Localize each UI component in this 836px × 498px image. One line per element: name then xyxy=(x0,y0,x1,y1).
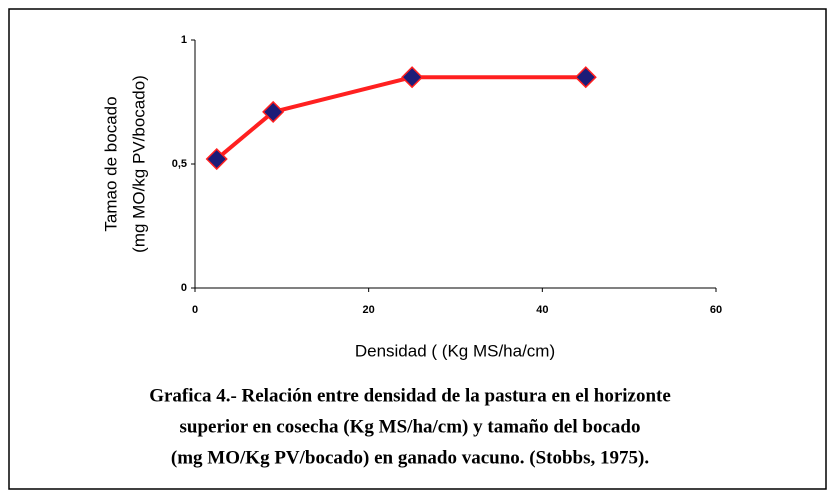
x-tick-label: 60 xyxy=(710,304,722,316)
y-tick-label: 1 xyxy=(181,34,187,46)
y-axis-label: Tamao de bocado xyxy=(101,96,120,231)
x-tick-label: 40 xyxy=(536,304,548,316)
y-tick-label: 0 xyxy=(181,282,187,294)
series-line xyxy=(215,75,586,161)
point-marker xyxy=(401,66,424,89)
frame xyxy=(8,8,827,490)
y-axis-label: (mg MO/kg PV/bocado) xyxy=(129,75,148,253)
x-tick-label: 0 xyxy=(192,304,198,316)
caption: Grafica 4.- Relación entre densidad de l… xyxy=(149,385,671,406)
caption: (mg MO/Kg PV/bocado) en ganado vacuno. (… xyxy=(171,447,649,468)
caption: superior en cosecha (Kg MS/ha/cm) y tama… xyxy=(180,416,641,437)
y-tick-label: 0,5 xyxy=(172,158,187,170)
point-marker xyxy=(205,147,228,171)
point-marker xyxy=(262,100,285,123)
x-axis-label: Densidad ( (Kg MS/ha/cm) xyxy=(355,341,555,360)
point-marker xyxy=(574,66,597,89)
x-tick-label: 20 xyxy=(363,304,375,316)
